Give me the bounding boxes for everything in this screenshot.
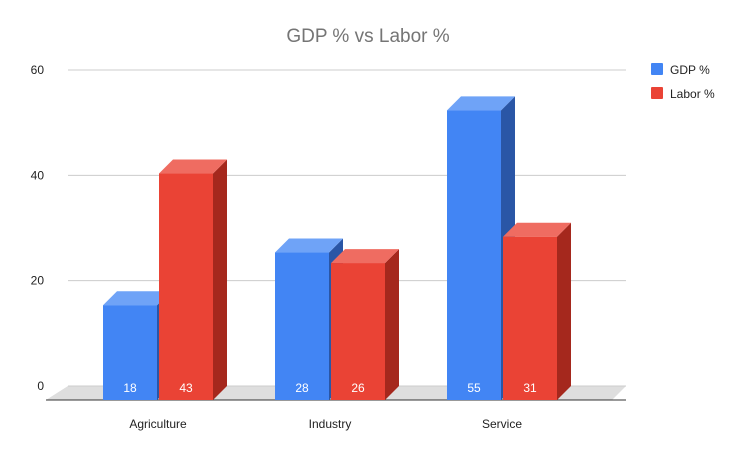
bar-front-face [275, 252, 329, 400]
legend-item[interactable]: Labor % [651, 87, 715, 101]
bar-front-face [331, 263, 385, 400]
y-tick-label: 60 [31, 63, 45, 77]
legend-swatch [651, 87, 663, 99]
bar-top-face [159, 159, 227, 174]
chart-title: GDP % vs Labor % [286, 26, 449, 47]
y-tick-label: 40 [31, 168, 45, 182]
bar-front-face [503, 236, 557, 400]
bar-front-face [159, 173, 213, 400]
bar-side-face [557, 222, 571, 400]
y-tick-label: 20 [31, 274, 45, 288]
data-labels: 18 43 28 26 55 31 [123, 381, 537, 395]
legend-item[interactable]: GDP % [651, 63, 710, 77]
bar-top-face [331, 249, 399, 264]
data-label: 18 [123, 381, 137, 395]
bar-front-face [103, 305, 157, 400]
bar[interactable] [103, 291, 171, 400]
bar-top-face [503, 222, 571, 237]
x-category-label: Agriculture [129, 417, 187, 431]
legend-swatch [651, 63, 663, 75]
bar[interactable] [159, 159, 227, 400]
legend[interactable]: GDP % Labor % [651, 63, 715, 101]
data-label: 55 [467, 381, 481, 395]
x-axis-categories: Agriculture Industry Service [129, 417, 522, 431]
bar[interactable] [331, 249, 399, 400]
bars [103, 96, 571, 400]
y-axis-ticks: 0 20 40 60 [31, 63, 45, 393]
bar-side-face [385, 249, 399, 400]
bar-front-face [447, 110, 501, 400]
bar-side-face [213, 159, 227, 400]
x-category-label: Service [482, 417, 522, 431]
bar-top-face [275, 238, 343, 253]
x-category-label: Industry [309, 417, 352, 431]
data-label: 43 [179, 381, 193, 395]
legend-label: GDP % [670, 63, 710, 77]
data-label: 31 [523, 381, 537, 395]
bar-top-face [103, 291, 171, 306]
bar-top-face [447, 96, 515, 111]
bar[interactable] [503, 222, 571, 400]
data-label: 28 [295, 381, 309, 395]
legend-label: Labor % [670, 87, 715, 101]
data-label: 26 [351, 381, 365, 395]
y-tick-label: 0 [37, 379, 44, 393]
